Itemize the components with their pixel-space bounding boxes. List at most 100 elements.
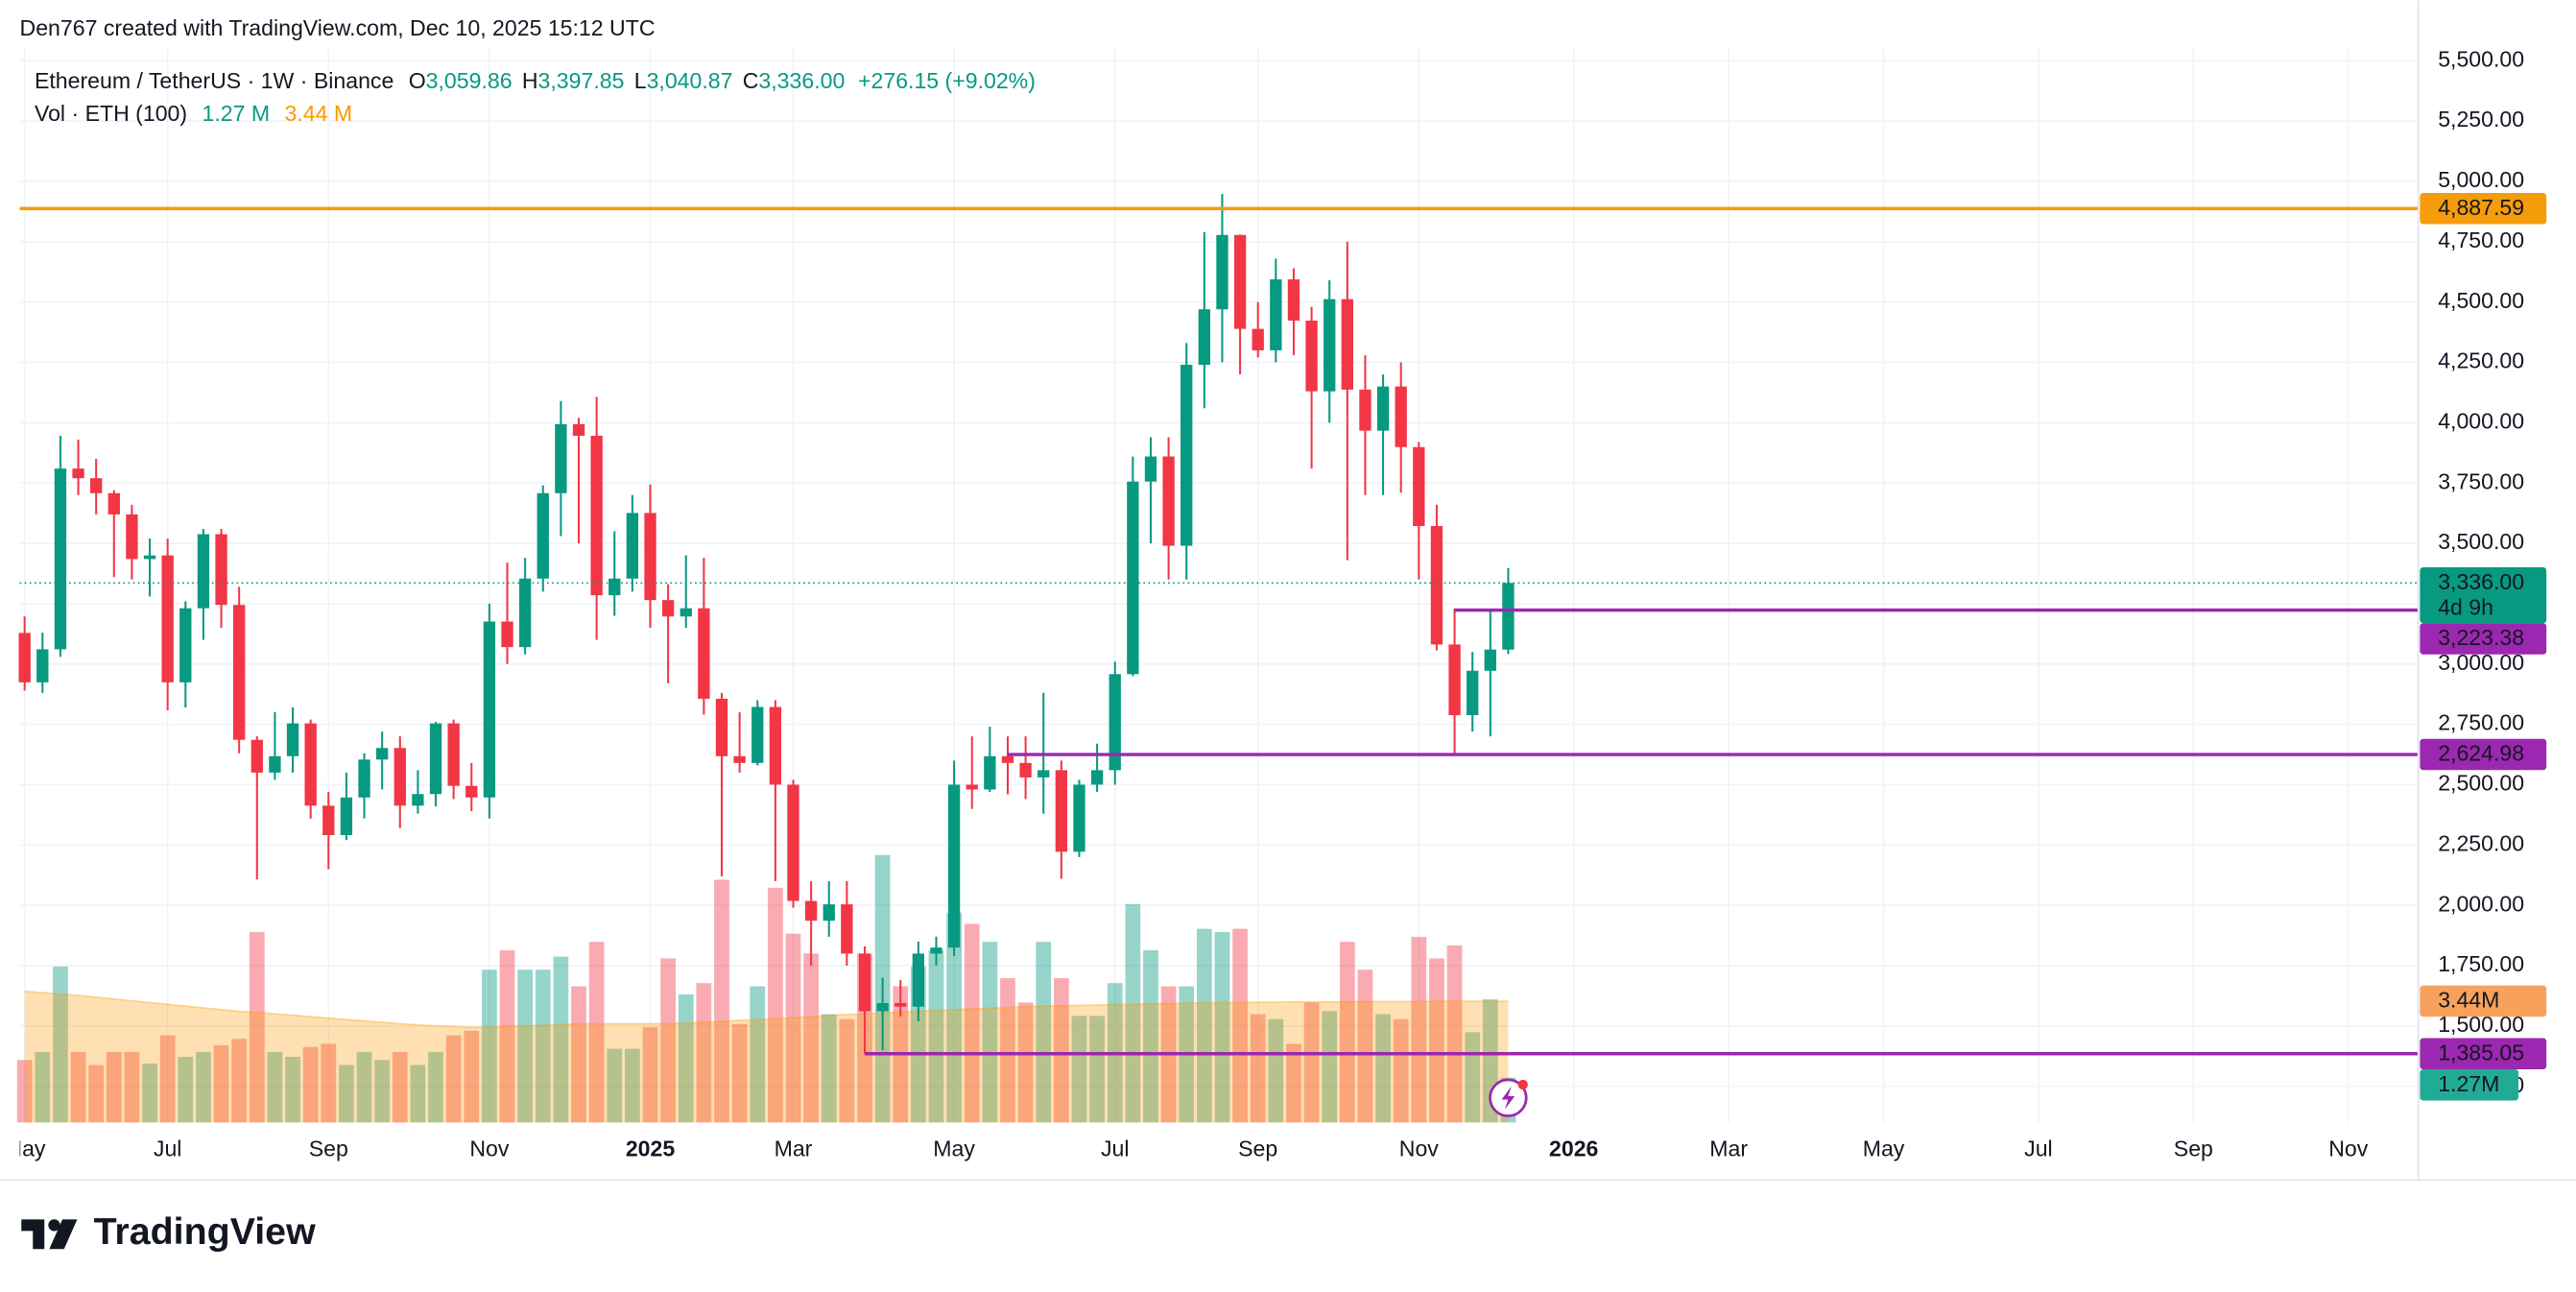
candle-body bbox=[1127, 481, 1139, 675]
candle-body bbox=[1001, 755, 1014, 763]
y-tick-label: 3,750.00 bbox=[2438, 468, 2524, 493]
candle-body bbox=[126, 514, 138, 560]
y-tick-label: 4,500.00 bbox=[2438, 288, 2524, 313]
candle-body bbox=[823, 904, 835, 921]
candle-body bbox=[1055, 770, 1068, 852]
candle-body bbox=[787, 784, 799, 901]
candle-body bbox=[661, 600, 675, 617]
candle-body bbox=[465, 785, 478, 798]
candle-body bbox=[72, 468, 84, 479]
volume-bar bbox=[1053, 978, 1069, 1123]
volume-bar bbox=[267, 1051, 283, 1123]
candle-body bbox=[1359, 389, 1371, 431]
candle-body bbox=[1413, 446, 1425, 526]
legend-value: 3,040.87 bbox=[647, 68, 733, 93]
volume-bar bbox=[249, 931, 265, 1123]
candle-body bbox=[483, 621, 496, 798]
candle-body bbox=[912, 953, 925, 1007]
candle-body bbox=[429, 723, 442, 795]
y-tick-label: 4,000.00 bbox=[2438, 408, 2524, 433]
volume-bar bbox=[16, 1060, 33, 1123]
volume-bar bbox=[428, 1051, 443, 1123]
legend-value: 3,397.85 bbox=[538, 68, 625, 93]
volume-bar bbox=[339, 1065, 354, 1123]
volume-bar bbox=[445, 1035, 462, 1123]
y-tick-label: 4,250.00 bbox=[2438, 348, 2524, 373]
candle-body bbox=[447, 723, 460, 786]
legend-key: H bbox=[522, 68, 538, 93]
volume-bar bbox=[374, 1060, 391, 1123]
volume-bar bbox=[302, 1046, 319, 1123]
y-tick-label: 1,750.00 bbox=[2438, 951, 2524, 976]
volume-bar bbox=[1000, 978, 1015, 1123]
volume-bar bbox=[88, 1065, 105, 1123]
y-tick-label: 5,500.00 bbox=[2438, 46, 2524, 71]
candle-body bbox=[1341, 299, 1353, 390]
candle-body bbox=[1502, 583, 1515, 650]
volume-bar bbox=[1232, 928, 1248, 1123]
candle-body bbox=[107, 492, 120, 514]
candle-body bbox=[54, 468, 67, 650]
volume-bar bbox=[285, 1057, 300, 1123]
candle-body bbox=[90, 478, 103, 493]
candle-body bbox=[769, 706, 782, 785]
price-badge-label: 3.44M bbox=[2438, 988, 2499, 1013]
replay-icon bbox=[1489, 1078, 1528, 1117]
candle-body bbox=[394, 748, 406, 806]
candle-body bbox=[179, 608, 192, 682]
price-badge-label: 1.27M bbox=[2438, 1071, 2499, 1096]
candle-body bbox=[894, 1002, 907, 1007]
candle-body bbox=[947, 784, 961, 948]
volume-bar bbox=[625, 1048, 640, 1123]
candle-body bbox=[518, 578, 532, 648]
candle-body bbox=[1038, 770, 1050, 778]
volume-bar bbox=[1286, 1043, 1301, 1123]
candle-body bbox=[626, 513, 639, 579]
volume-legend: Vol · ETH (100) 1.27 M 3.44 M bbox=[35, 101, 352, 126]
volume-bar bbox=[356, 1051, 372, 1123]
volume-bar bbox=[928, 950, 944, 1123]
y-tick-label: 4,750.00 bbox=[2438, 227, 2524, 252]
x-tick-label: Sep bbox=[1238, 1136, 1277, 1161]
candle-body bbox=[841, 904, 853, 954]
candle-body bbox=[232, 605, 246, 740]
volume-ma-line bbox=[24, 990, 1509, 1029]
credit: Den767 created with TradingView.com, Dec… bbox=[20, 15, 656, 40]
candle-body bbox=[215, 534, 227, 606]
x-tick-label: 2025 bbox=[626, 1136, 676, 1161]
volume-bar bbox=[731, 1023, 748, 1123]
price-badge-label: 4d 9h bbox=[2438, 594, 2493, 619]
price-badge-label: 2,624.98 bbox=[2438, 741, 2524, 766]
candle-body bbox=[590, 435, 603, 596]
x-tick-label: Jul bbox=[2024, 1136, 2053, 1161]
volume-bar bbox=[159, 1035, 176, 1123]
volume-bar bbox=[392, 1051, 408, 1123]
candle-body bbox=[1448, 644, 1461, 716]
volume-bar bbox=[142, 1064, 157, 1123]
volume-bar bbox=[321, 1043, 337, 1123]
candle-body bbox=[698, 608, 710, 699]
candle-body bbox=[1305, 321, 1318, 392]
volume-bar bbox=[1071, 1016, 1087, 1123]
candle-body bbox=[340, 797, 353, 836]
volume-ma-area bbox=[24, 991, 1509, 1123]
volume-bar bbox=[1446, 945, 1463, 1123]
candle-body bbox=[1144, 456, 1157, 482]
price-badge-label: 3,223.38 bbox=[2438, 625, 2524, 650]
x-tick-label: Nov bbox=[469, 1136, 510, 1161]
volume-bar bbox=[1429, 958, 1444, 1123]
price-badge-label: 1,385.05 bbox=[2438, 1040, 2524, 1065]
candle-body bbox=[858, 953, 871, 1012]
volume-bar bbox=[196, 1051, 211, 1123]
x-tick-label: Sep bbox=[2174, 1136, 2213, 1161]
volume-pane bbox=[16, 854, 1516, 1123]
y-tick-label: 2,750.00 bbox=[2438, 710, 2524, 735]
candle-body bbox=[1484, 649, 1496, 671]
volume-bar bbox=[231, 1039, 248, 1123]
candle-body bbox=[644, 513, 656, 601]
candle-body bbox=[1430, 525, 1443, 645]
volume-bar bbox=[607, 1048, 623, 1123]
y-tick-label: 5,250.00 bbox=[2438, 107, 2524, 132]
volume-bar bbox=[464, 1030, 480, 1123]
volume-bar bbox=[588, 942, 605, 1123]
